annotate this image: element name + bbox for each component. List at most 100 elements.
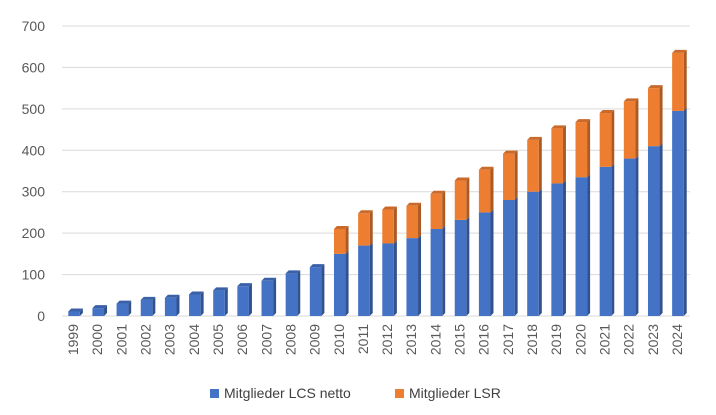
bar-top-face-2010 xyxy=(333,226,349,229)
bar-lcs-2019 xyxy=(551,180,566,316)
bar-lcs-2012 xyxy=(382,240,397,316)
bar-top-face-2022 xyxy=(623,98,639,102)
bar-front-face xyxy=(647,146,660,316)
bar-top-face-2007 xyxy=(261,277,277,281)
bar-side-face xyxy=(683,49,687,111)
y-tick-label-100: 100 xyxy=(22,267,46,283)
bar-top-face-2012 xyxy=(382,206,397,210)
bar-top-face-2014 xyxy=(430,190,446,194)
gridlines xyxy=(62,25,690,317)
bar-top-face-2006 xyxy=(237,283,252,287)
bar-front-face xyxy=(551,183,563,316)
bar-lsr-2024 xyxy=(672,49,687,111)
bar-front-face xyxy=(406,238,419,316)
bar-side-face xyxy=(587,174,591,316)
bar-top-face-2016 xyxy=(478,166,494,170)
legend-label-lcs: Mitglieder LCS netto xyxy=(224,385,351,401)
bar-top-face-2011 xyxy=(358,210,373,214)
bar-front-face xyxy=(237,286,249,316)
bar-front-face xyxy=(454,180,467,220)
bar-lcs-2010 xyxy=(333,250,349,316)
bar-front-face xyxy=(261,280,274,316)
bar-front-face xyxy=(285,273,298,316)
x-tick-label-2021: 2021 xyxy=(596,324,612,355)
bar-lsr-2015 xyxy=(454,177,470,220)
bar-side-face xyxy=(418,202,422,239)
bar-lsr-2014 xyxy=(430,190,446,229)
x-tick-label-2007: 2007 xyxy=(258,324,274,355)
x-tick-label-2023: 2023 xyxy=(645,324,661,355)
bar-top-face-2015 xyxy=(454,177,470,181)
bar-top-face-2017 xyxy=(503,150,518,154)
bar-lsr-2011 xyxy=(358,210,373,246)
x-tick-label-2014: 2014 xyxy=(427,324,443,355)
bar-lcs-2009 xyxy=(309,264,325,316)
bar-side-face xyxy=(393,240,397,316)
bar-front-face xyxy=(116,303,129,316)
bar-lcs-2016 xyxy=(478,209,494,316)
bar-side-face xyxy=(104,305,108,316)
y-tick-label-300: 300 xyxy=(22,184,46,200)
bar-lsr-2020 xyxy=(575,119,591,178)
x-axis-tick-labels: 1999 2000 2001 2002 2003 2004 2005 2006 2007 2008… xyxy=(65,324,685,355)
bar-front-face xyxy=(406,205,419,239)
bar-side-face xyxy=(562,180,566,316)
bar-lsr-2022 xyxy=(623,98,639,159)
x-tick-label-2018: 2018 xyxy=(524,324,540,355)
bar-front-face xyxy=(527,139,539,192)
bar-side-face xyxy=(152,296,156,316)
x-tick-label-2010: 2010 xyxy=(331,324,347,355)
bar-front-face xyxy=(478,169,491,213)
bar-side-face xyxy=(635,155,639,316)
y-tick-label-400: 400 xyxy=(22,142,46,158)
bar-lcs-2008 xyxy=(285,270,301,316)
bar-lcs-2005 xyxy=(213,287,228,316)
bar-lsr-2019 xyxy=(551,125,566,184)
x-tick-label-2013: 2013 xyxy=(403,324,419,355)
x-tick-label-2011: 2011 xyxy=(355,324,371,354)
x-tick-label-2003: 2003 xyxy=(162,324,178,355)
bar-lcs-2023 xyxy=(647,143,663,316)
bar-top-face-2024 xyxy=(672,49,687,53)
bar-top-face-2013 xyxy=(406,202,422,206)
x-tick-label-2006: 2006 xyxy=(234,324,250,355)
bar-side-face xyxy=(538,136,542,192)
bar-side-face xyxy=(224,287,228,316)
x-tick-label-1999: 1999 xyxy=(65,324,81,355)
bar-lsr-2012 xyxy=(382,206,397,244)
bar-side-face xyxy=(635,98,639,159)
bar-front-face xyxy=(92,308,105,316)
bar-front-face xyxy=(164,297,177,316)
bar-front-face xyxy=(551,128,563,184)
x-tick-label-2016: 2016 xyxy=(476,324,492,355)
bar-lcs-2018 xyxy=(527,188,542,316)
bar-front-face xyxy=(672,52,684,111)
bar-top-face-2005 xyxy=(213,287,228,291)
x-tick-label-2000: 2000 xyxy=(89,324,105,355)
bar-lcs-2001 xyxy=(116,300,132,316)
bar-front-face xyxy=(623,158,636,316)
bar-lsr-2010 xyxy=(333,226,349,254)
bar-side-face xyxy=(659,85,663,147)
bar-lcs-2022 xyxy=(623,155,639,316)
x-tick-label-2017: 2017 xyxy=(500,324,516,355)
bar-top-face-2008 xyxy=(285,270,301,274)
x-tick-label-2015: 2015 xyxy=(452,324,468,355)
bar-side-face xyxy=(128,300,132,316)
bar-side-face xyxy=(176,294,180,316)
bar-lcs-2004 xyxy=(189,291,204,316)
bar-lcs-2011 xyxy=(358,242,373,316)
bar-front-face xyxy=(647,88,660,147)
bar-lsr-2018 xyxy=(527,136,542,192)
bar-lcs-2024 xyxy=(672,107,687,316)
bar-side-face xyxy=(611,163,615,316)
bar-front-face xyxy=(358,245,370,316)
bar-lcs-2015 xyxy=(454,216,470,316)
bar-lcs-2017 xyxy=(503,197,518,316)
bar-lcs-2000 xyxy=(92,305,108,316)
bar-side-face xyxy=(393,206,397,244)
bar-side-face xyxy=(79,308,83,316)
bar-lcs-1999 xyxy=(68,308,83,316)
bar-lcs-2006 xyxy=(237,283,252,316)
